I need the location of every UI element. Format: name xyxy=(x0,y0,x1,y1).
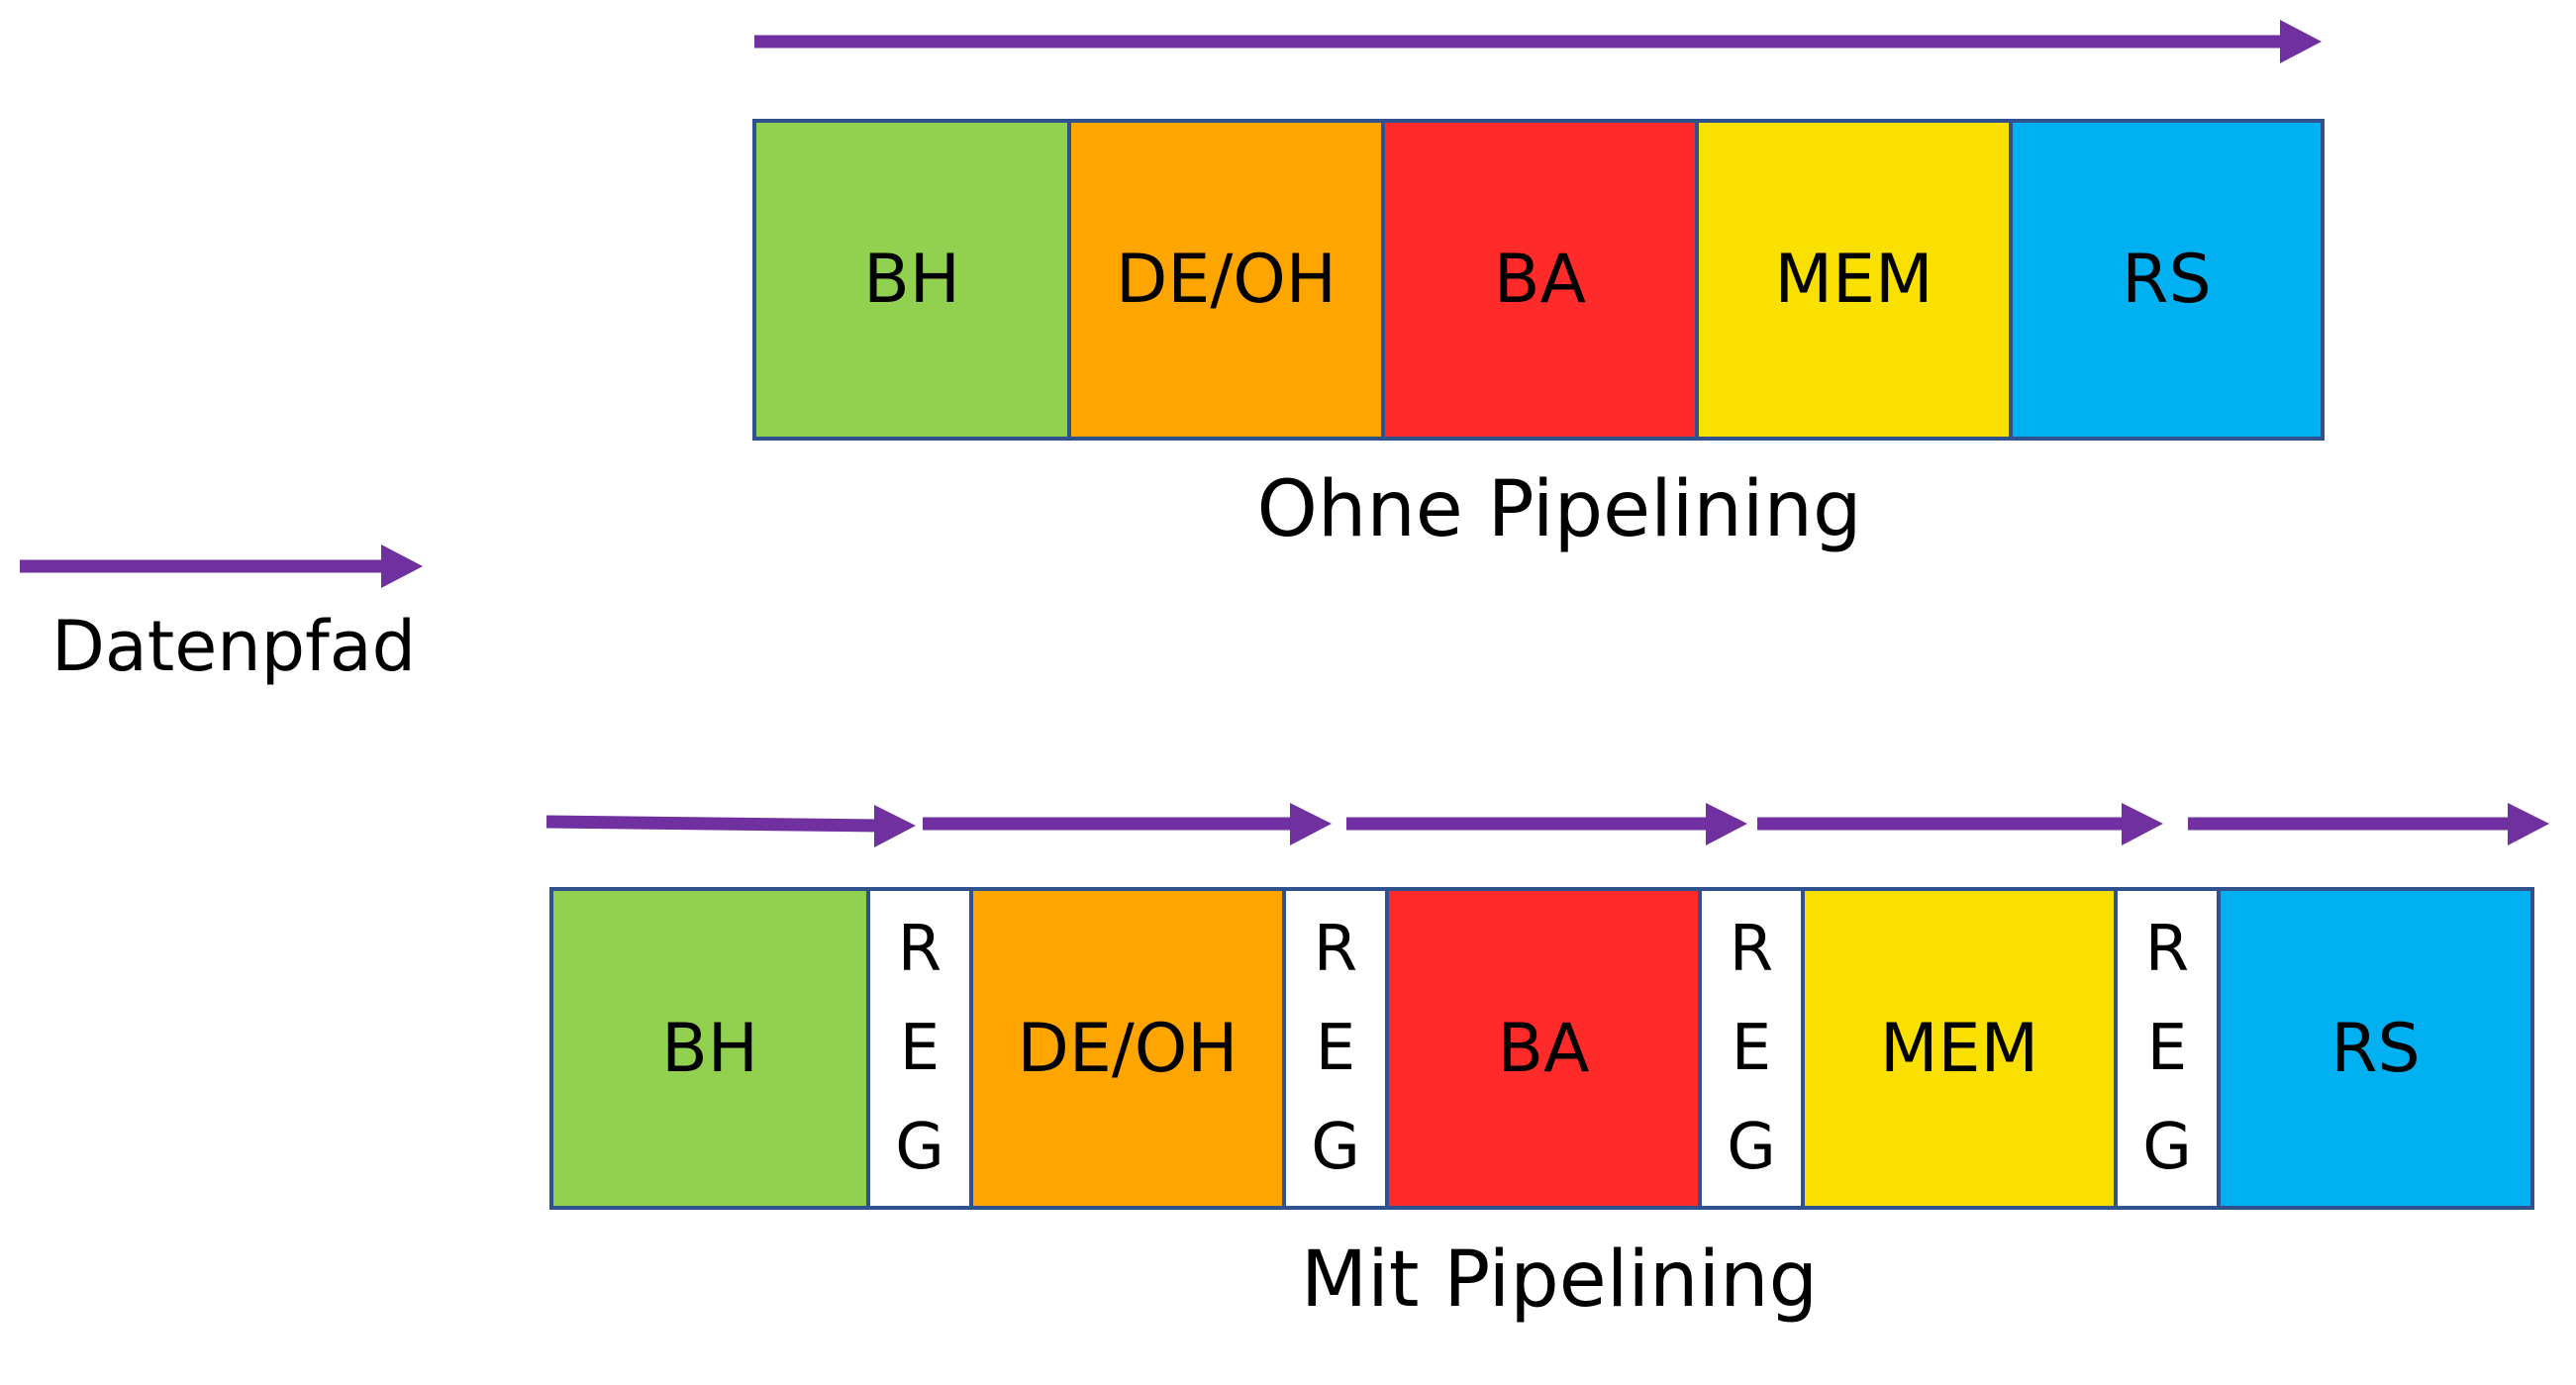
arrowhead-icon xyxy=(1706,803,1747,845)
pipeline-with-registers: BH R E G DE/OH R E G BA R E G MEM R E G … xyxy=(549,887,2534,1210)
arrowhead-icon xyxy=(2280,20,2322,63)
register-letter: G xyxy=(2142,1111,2192,1184)
stage-mem: MEM xyxy=(1699,123,2013,437)
stage-de-oh: DE/OH xyxy=(973,891,1286,1206)
arrowhead-icon xyxy=(2122,803,2163,845)
pipeline-without-register: BH DE/OH BA MEM RS xyxy=(752,119,2325,441)
arrowhead-icon xyxy=(874,805,916,847)
register-letter: R xyxy=(1729,913,1774,986)
legend-label: Datenpfad xyxy=(51,606,417,687)
register-letter: E xyxy=(899,1012,941,1085)
register-letter: E xyxy=(1731,1012,1772,1085)
pipeline-register: R E G xyxy=(1702,891,1805,1206)
register-letter: G xyxy=(1727,1111,1776,1184)
stage-ba: BA xyxy=(1385,123,1699,437)
register-letter: R xyxy=(897,913,942,986)
stage-bh: BH xyxy=(553,891,870,1206)
stage-rs: RS xyxy=(2221,891,2530,1206)
register-letter: R xyxy=(2144,913,2190,986)
register-letter: G xyxy=(1311,1111,1360,1184)
arrowhead-icon xyxy=(2508,803,2549,845)
caption-with-pipelining: Mit Pipelining xyxy=(1300,1236,1819,1325)
caption-without-pipelining: Ohne Pipelining xyxy=(1256,465,1862,554)
stage-de-oh: DE/OH xyxy=(1071,123,1385,437)
register-letter: E xyxy=(2146,1012,2188,1085)
stage-rs: RS xyxy=(2013,123,2321,437)
datapath-arrow-segment-1 xyxy=(545,815,882,833)
stage-ba: BA xyxy=(1389,891,1702,1206)
arrowhead-icon xyxy=(381,544,423,588)
pipeline-register: R E G xyxy=(1286,891,1389,1206)
register-letter: R xyxy=(1313,913,1358,986)
register-letter: E xyxy=(1315,1012,1356,1085)
pipeline-register: R E G xyxy=(2118,891,2221,1206)
pipeline-register: R E G xyxy=(870,891,973,1206)
register-letter: G xyxy=(895,1111,944,1184)
arrowhead-icon xyxy=(1290,803,1332,845)
stage-mem: MEM xyxy=(1805,891,2118,1206)
stage-bh: BH xyxy=(756,123,1071,437)
